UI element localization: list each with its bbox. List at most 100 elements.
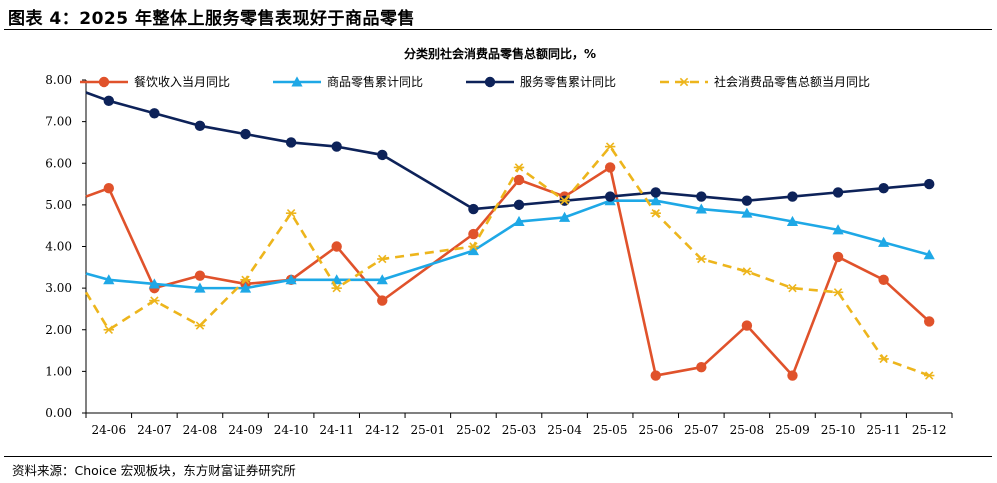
y-tick-label: 5.00 — [45, 198, 72, 212]
data-point — [878, 236, 890, 247]
data-point — [650, 195, 662, 206]
x-tick-label: 25-09 — [775, 423, 810, 437]
data-point — [194, 282, 206, 293]
data-point — [331, 141, 342, 152]
data-point — [285, 137, 297, 148]
data-point — [650, 370, 661, 381]
x-tick-label: 25-02 — [456, 423, 491, 437]
data-point — [285, 208, 297, 218]
data-point — [678, 77, 690, 87]
y-tick-label: 0.00 — [45, 406, 72, 420]
data-point — [239, 282, 252, 293]
x-tick-label: 24-10 — [274, 423, 309, 437]
data-point — [741, 320, 753, 331]
data-point — [695, 203, 707, 214]
data-point — [696, 191, 707, 202]
data-point — [878, 183, 889, 194]
data-point — [513, 174, 525, 186]
chart-legend: 餐饮收入当月同比 商品零售累计同比 服务零售累计同比 社会消费品零售总额当月同比 — [80, 74, 870, 89]
series-line — [84, 145, 930, 377]
data-point — [832, 251, 844, 263]
y-tick-label: 3.00 — [45, 281, 72, 295]
data-point — [291, 76, 303, 87]
data-point — [604, 162, 616, 173]
data-point — [878, 354, 889, 364]
data-point — [467, 245, 480, 256]
series-group — [85, 91, 935, 215]
series-line — [85, 166, 931, 377]
data-point — [194, 120, 206, 131]
x-tick-label: 25-08 — [730, 423, 765, 437]
data-point — [149, 108, 160, 119]
data-point — [194, 321, 206, 330]
data-point — [376, 274, 388, 285]
data-point — [924, 178, 935, 190]
series-layer — [84, 91, 935, 381]
y-tick-label: 6.00 — [45, 156, 72, 170]
data-point — [103, 183, 114, 194]
x-tick-label: 25-07 — [684, 423, 719, 437]
x-tick-label: 24-06 — [91, 423, 126, 437]
legend-label: 服务零售累计同比 — [520, 74, 616, 89]
x-tick-label: 25-11 — [866, 423, 901, 437]
data-point — [558, 211, 571, 222]
y-tick-label: 8.00 — [45, 73, 72, 87]
legend-label: 商品零售累计同比 — [327, 74, 423, 89]
data-point — [787, 191, 798, 202]
source-note: 资料来源：Choice 宏观板块，东方财富证券研究所 — [12, 463, 296, 478]
data-point — [832, 187, 844, 198]
data-point — [468, 242, 479, 251]
data-point — [377, 295, 388, 306]
data-point — [285, 274, 297, 285]
data-point — [741, 207, 753, 218]
data-point — [832, 288, 844, 297]
data-point — [696, 362, 707, 373]
data-point — [650, 208, 661, 218]
data-point — [741, 195, 753, 206]
data-point — [741, 267, 753, 276]
data-point — [98, 76, 110, 88]
data-point — [878, 274, 889, 285]
data-point — [924, 371, 935, 380]
chart-axes: 0.00 1.00 2.00 3.00 4.00 5.00 6.00 7.00 8.00 24-0… — [45, 73, 953, 437]
data-point — [468, 203, 479, 215]
data-point — [787, 370, 798, 381]
data-point — [484, 76, 496, 88]
series-group — [84, 142, 935, 380]
title-rule — [4, 29, 992, 30]
source-rule — [4, 456, 992, 457]
figure-title: 图表 4：2025 年整体上服务零售表现好于商品零售 — [8, 9, 415, 29]
x-tick-label: 24-07 — [137, 423, 172, 437]
y-tick-label: 2.00 — [45, 323, 72, 337]
data-point — [604, 191, 616, 202]
data-point — [786, 215, 799, 227]
data-point — [148, 278, 160, 289]
data-point — [103, 95, 114, 107]
data-point — [832, 224, 844, 235]
data-point — [696, 254, 707, 264]
data-point — [923, 249, 935, 260]
x-tick-label: 25-03 — [502, 423, 537, 437]
data-point — [787, 283, 798, 293]
data-point — [331, 241, 342, 252]
y-tick-label: 7.00 — [45, 115, 72, 129]
data-point — [924, 316, 935, 327]
data-point — [559, 196, 570, 205]
legend-label: 社会消费品零售总额当月同比 — [714, 74, 870, 89]
x-tick-label: 25-10 — [821, 423, 856, 437]
data-point — [513, 163, 525, 172]
x-tick-label: 24-09 — [228, 423, 263, 437]
data-point — [331, 283, 342, 293]
data-point — [194, 270, 206, 281]
data-point — [513, 199, 525, 211]
y-tick-label: 4.00 — [45, 240, 72, 254]
chart-title: 分类别社会消费品零售总额同比，% — [404, 46, 596, 61]
data-point — [240, 275, 251, 285]
x-tick-label: 25-06 — [638, 423, 673, 437]
legend-label: 餐饮收入当月同比 — [134, 74, 230, 89]
x-tick-label: 24-12 — [365, 423, 400, 437]
data-point — [377, 254, 388, 264]
series-line — [85, 199, 930, 290]
data-point — [103, 325, 114, 334]
